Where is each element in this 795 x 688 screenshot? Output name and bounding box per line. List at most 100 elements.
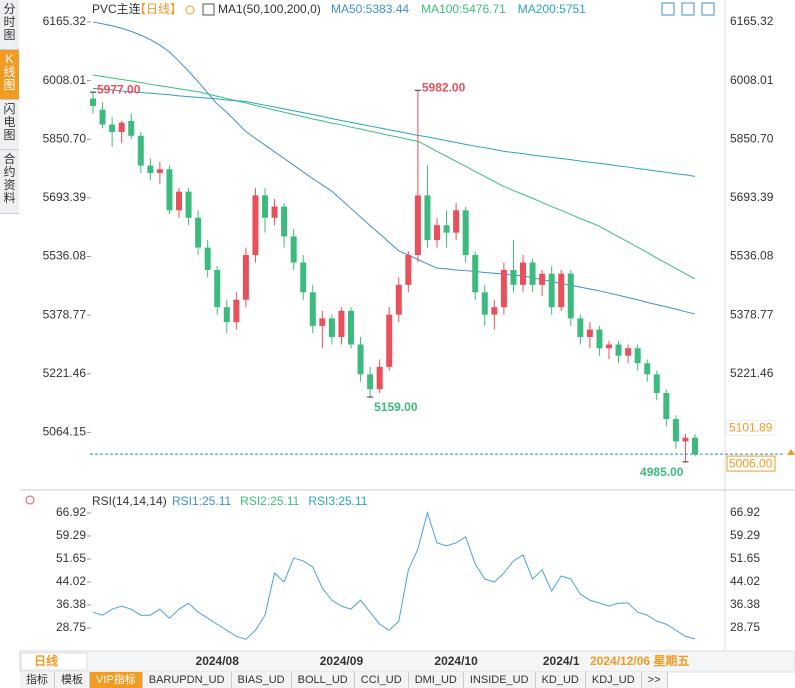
toolbar-tab[interactable]: INSIDE_UD xyxy=(463,672,536,688)
candle-body xyxy=(271,206,278,218)
x-tick-label: 2024/09 xyxy=(320,654,364,668)
chart-bg xyxy=(20,0,795,651)
candle-body xyxy=(692,437,698,455)
rsi-line xyxy=(92,510,696,640)
candle-body xyxy=(548,273,555,308)
candle-body xyxy=(128,120,135,136)
annotation: 5982.00 xyxy=(422,80,466,94)
candle-body xyxy=(663,392,670,420)
toolbar-tab[interactable]: CCI_UD xyxy=(354,672,409,688)
y-tick-label-right: 5693.39 xyxy=(730,190,774,204)
settings-icon[interactable] xyxy=(25,495,35,505)
y-tick-label: 5850.70 xyxy=(43,131,87,145)
legend-entry: MA100:5476.71 xyxy=(421,2,506,16)
y-tick-label: 5693.39 xyxy=(43,190,87,204)
price-marker-box xyxy=(726,419,776,436)
legend-entry: RSI3:25.11 xyxy=(308,494,367,508)
candle-body xyxy=(281,206,288,237)
candle-body xyxy=(166,169,173,211)
period-button-label[interactable]: 日线 xyxy=(34,653,58,668)
y-tick-label: 28.75 xyxy=(56,620,86,634)
symbol: PVC主连 xyxy=(92,1,141,16)
legend-entry: RSI1:25.11 xyxy=(172,494,231,508)
period: 【日线】 xyxy=(134,2,182,16)
y-tick-label: 5221.46 xyxy=(43,366,87,380)
legend-entry: MA50:5383.44 xyxy=(331,2,409,16)
y-tick-label: 36.38 xyxy=(56,597,86,611)
y-tick-label-right: 66.92 xyxy=(730,505,760,519)
add-icon[interactable] xyxy=(185,5,195,15)
candle-body xyxy=(586,329,593,338)
candle-body xyxy=(319,318,326,326)
y-tick-label-right: 44.02 xyxy=(730,574,760,588)
candle-body xyxy=(223,307,230,323)
toolbar-tab[interactable]: 指标 xyxy=(20,672,55,688)
ma-line xyxy=(92,74,696,280)
candle-body xyxy=(367,374,374,390)
candle-body xyxy=(510,269,517,285)
candle-body xyxy=(338,310,345,338)
candle-body xyxy=(99,109,106,125)
y-tick-label: 6008.01 xyxy=(43,73,87,87)
price-marker: 5006.00 xyxy=(729,456,773,470)
ma-line xyxy=(92,87,696,177)
candle-body xyxy=(118,122,125,133)
candle-body xyxy=(424,195,431,241)
candle-body xyxy=(109,124,116,133)
annotation: 4985.00 xyxy=(640,465,684,479)
candle-body xyxy=(376,366,383,390)
toolbar-tab[interactable]: BARUPDN_UD xyxy=(142,672,232,688)
tab[interactable]: 分时图 xyxy=(0,0,19,50)
candle-body xyxy=(242,255,249,300)
toolbar: 指标 模板 VIP指标 BARUPDN_UD BIAS_UD BOLL_UD CCI_UD D… xyxy=(20,672,668,688)
candle-body xyxy=(453,210,460,233)
candle-body xyxy=(567,273,574,319)
price-arrow xyxy=(787,449,795,455)
icon[interactable] xyxy=(681,2,695,16)
y-tick-label-right: 6165.32 xyxy=(730,14,774,28)
candle-body xyxy=(233,299,240,323)
y-tick-label-right: 5536.08 xyxy=(730,249,774,263)
y-tick-label-right: 5378.77 xyxy=(730,307,774,321)
candle-body xyxy=(137,135,144,166)
toolbar-tab[interactable]: BOLL_UD xyxy=(291,672,355,688)
indicator: MA1(50,100,200,0) xyxy=(218,2,321,16)
toolbar-tab[interactable]: 模板 xyxy=(55,672,90,688)
candle-body xyxy=(434,225,440,241)
candle-body xyxy=(653,374,660,393)
candle-body xyxy=(90,98,96,106)
annotation: 5159.00 xyxy=(374,400,418,414)
candle-body xyxy=(357,344,364,375)
tab[interactable]: K线图 xyxy=(0,50,19,100)
toolbar-tab[interactable]: KDJ_UD xyxy=(585,672,642,688)
annotation: 5977.00 xyxy=(97,82,141,96)
y-tick-label-right: 36.38 xyxy=(730,597,760,611)
candle-body xyxy=(577,318,584,338)
y-tick-label: 6165.32 xyxy=(43,14,87,28)
candle-body xyxy=(625,348,632,356)
candle-body xyxy=(634,348,641,364)
toolbar-tab[interactable]: >> xyxy=(641,672,668,688)
candle-body xyxy=(147,165,154,174)
y-tick-label: 5378.77 xyxy=(43,307,87,321)
toolbar-tab[interactable]: BIAS_UD xyxy=(231,672,292,688)
toolbar-tab[interactable]: KD_UD xyxy=(535,672,586,688)
icon[interactable] xyxy=(701,2,715,16)
cursor-date: 2024/12/06 星期五 xyxy=(590,653,689,668)
tab[interactable]: 闪电图 xyxy=(0,100,19,150)
indicator-icon[interactable] xyxy=(202,3,215,16)
toolbar-tab[interactable]: DMI_UD xyxy=(408,672,464,688)
x-tick-label: 2024/10 xyxy=(434,654,478,668)
y-tick-label-right: 5850.70 xyxy=(730,131,774,145)
candle-body xyxy=(328,318,335,338)
candle-body xyxy=(682,437,689,442)
icon[interactable] xyxy=(661,2,675,16)
window-icons[interactable] xyxy=(661,2,715,16)
tab[interactable]: 合约资料 xyxy=(0,150,19,214)
legend-entry: RSI2:25.11 xyxy=(240,494,299,508)
candle-body xyxy=(405,255,412,285)
candle-body xyxy=(672,419,679,442)
period-button[interactable] xyxy=(20,652,88,671)
toolbar-tab[interactable]: VIP指标 xyxy=(90,672,143,688)
